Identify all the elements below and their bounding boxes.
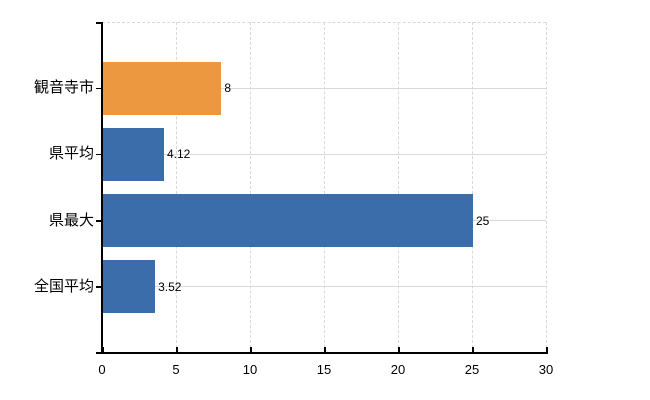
bar-全国平均 [103,260,156,314]
vertical-gridline [472,22,473,353]
x-axis-tick [176,347,178,353]
horizontal-gridline [102,87,546,89]
x-axis-tick [324,347,326,353]
x-axis-tick [472,347,474,353]
bar-value-label: 4.12 [166,147,191,162]
x-tick-label-20: 20 [390,362,406,377]
horizontal-gridline [102,153,546,155]
bar-観音寺市 [103,61,222,115]
horizontal-gridline [102,286,546,288]
bar-value-label: 8 [224,81,232,96]
vertical-gridline [250,22,251,353]
x-axis [96,352,548,354]
x-tick-label-0: 0 [98,362,106,377]
y-axis-top-tick [96,22,102,24]
x-axis-tick [102,347,104,353]
x-axis-tick [398,347,400,353]
plot-top-border [102,22,546,23]
category-label-2: 県平均 [48,145,94,163]
x-tick-label-30: 30 [538,362,554,377]
y-axis-tick [96,87,102,90]
x-axis-tick [250,347,252,353]
bar-value-label: 3.52 [158,279,182,294]
x-tick-label-25: 25 [464,362,480,377]
x-tick-label-5: 5 [172,362,180,377]
category-label-1: 観音寺市 [33,79,94,97]
x-axis-tick [546,347,548,353]
vertical-gridline [546,22,547,353]
bar-県平均 [103,127,164,181]
vertical-gridline [324,22,325,353]
y-axis-tick [96,220,102,222]
x-tick-label-10: 10 [242,362,258,377]
y-axis [101,22,103,353]
y-axis-tick [96,286,102,288]
category-label-3: 県最大 [48,211,94,229]
y-axis-tick [96,153,102,156]
vertical-gridline [176,22,177,353]
x-tick-label-15: 15 [316,362,332,377]
bar-県最大 [103,194,473,248]
vertical-gridline [398,22,399,353]
bar-value-label: 25 [476,213,490,228]
category-label-4: 全国平均 [33,277,94,295]
